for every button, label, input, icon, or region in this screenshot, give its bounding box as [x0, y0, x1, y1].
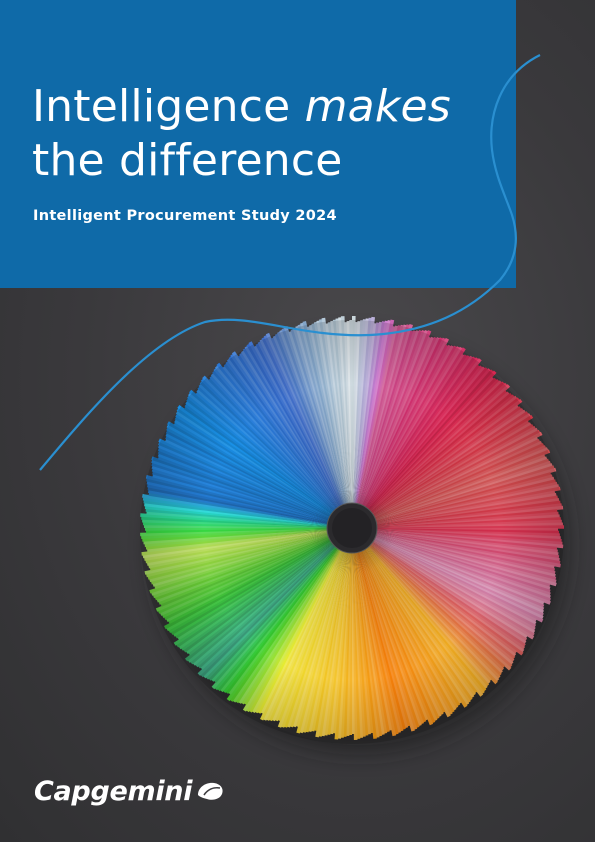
spade-icon: [198, 782, 223, 800]
capgemini-logo: Capgemini: [34, 776, 226, 807]
brand-name: Capgemini: [34, 776, 193, 807]
